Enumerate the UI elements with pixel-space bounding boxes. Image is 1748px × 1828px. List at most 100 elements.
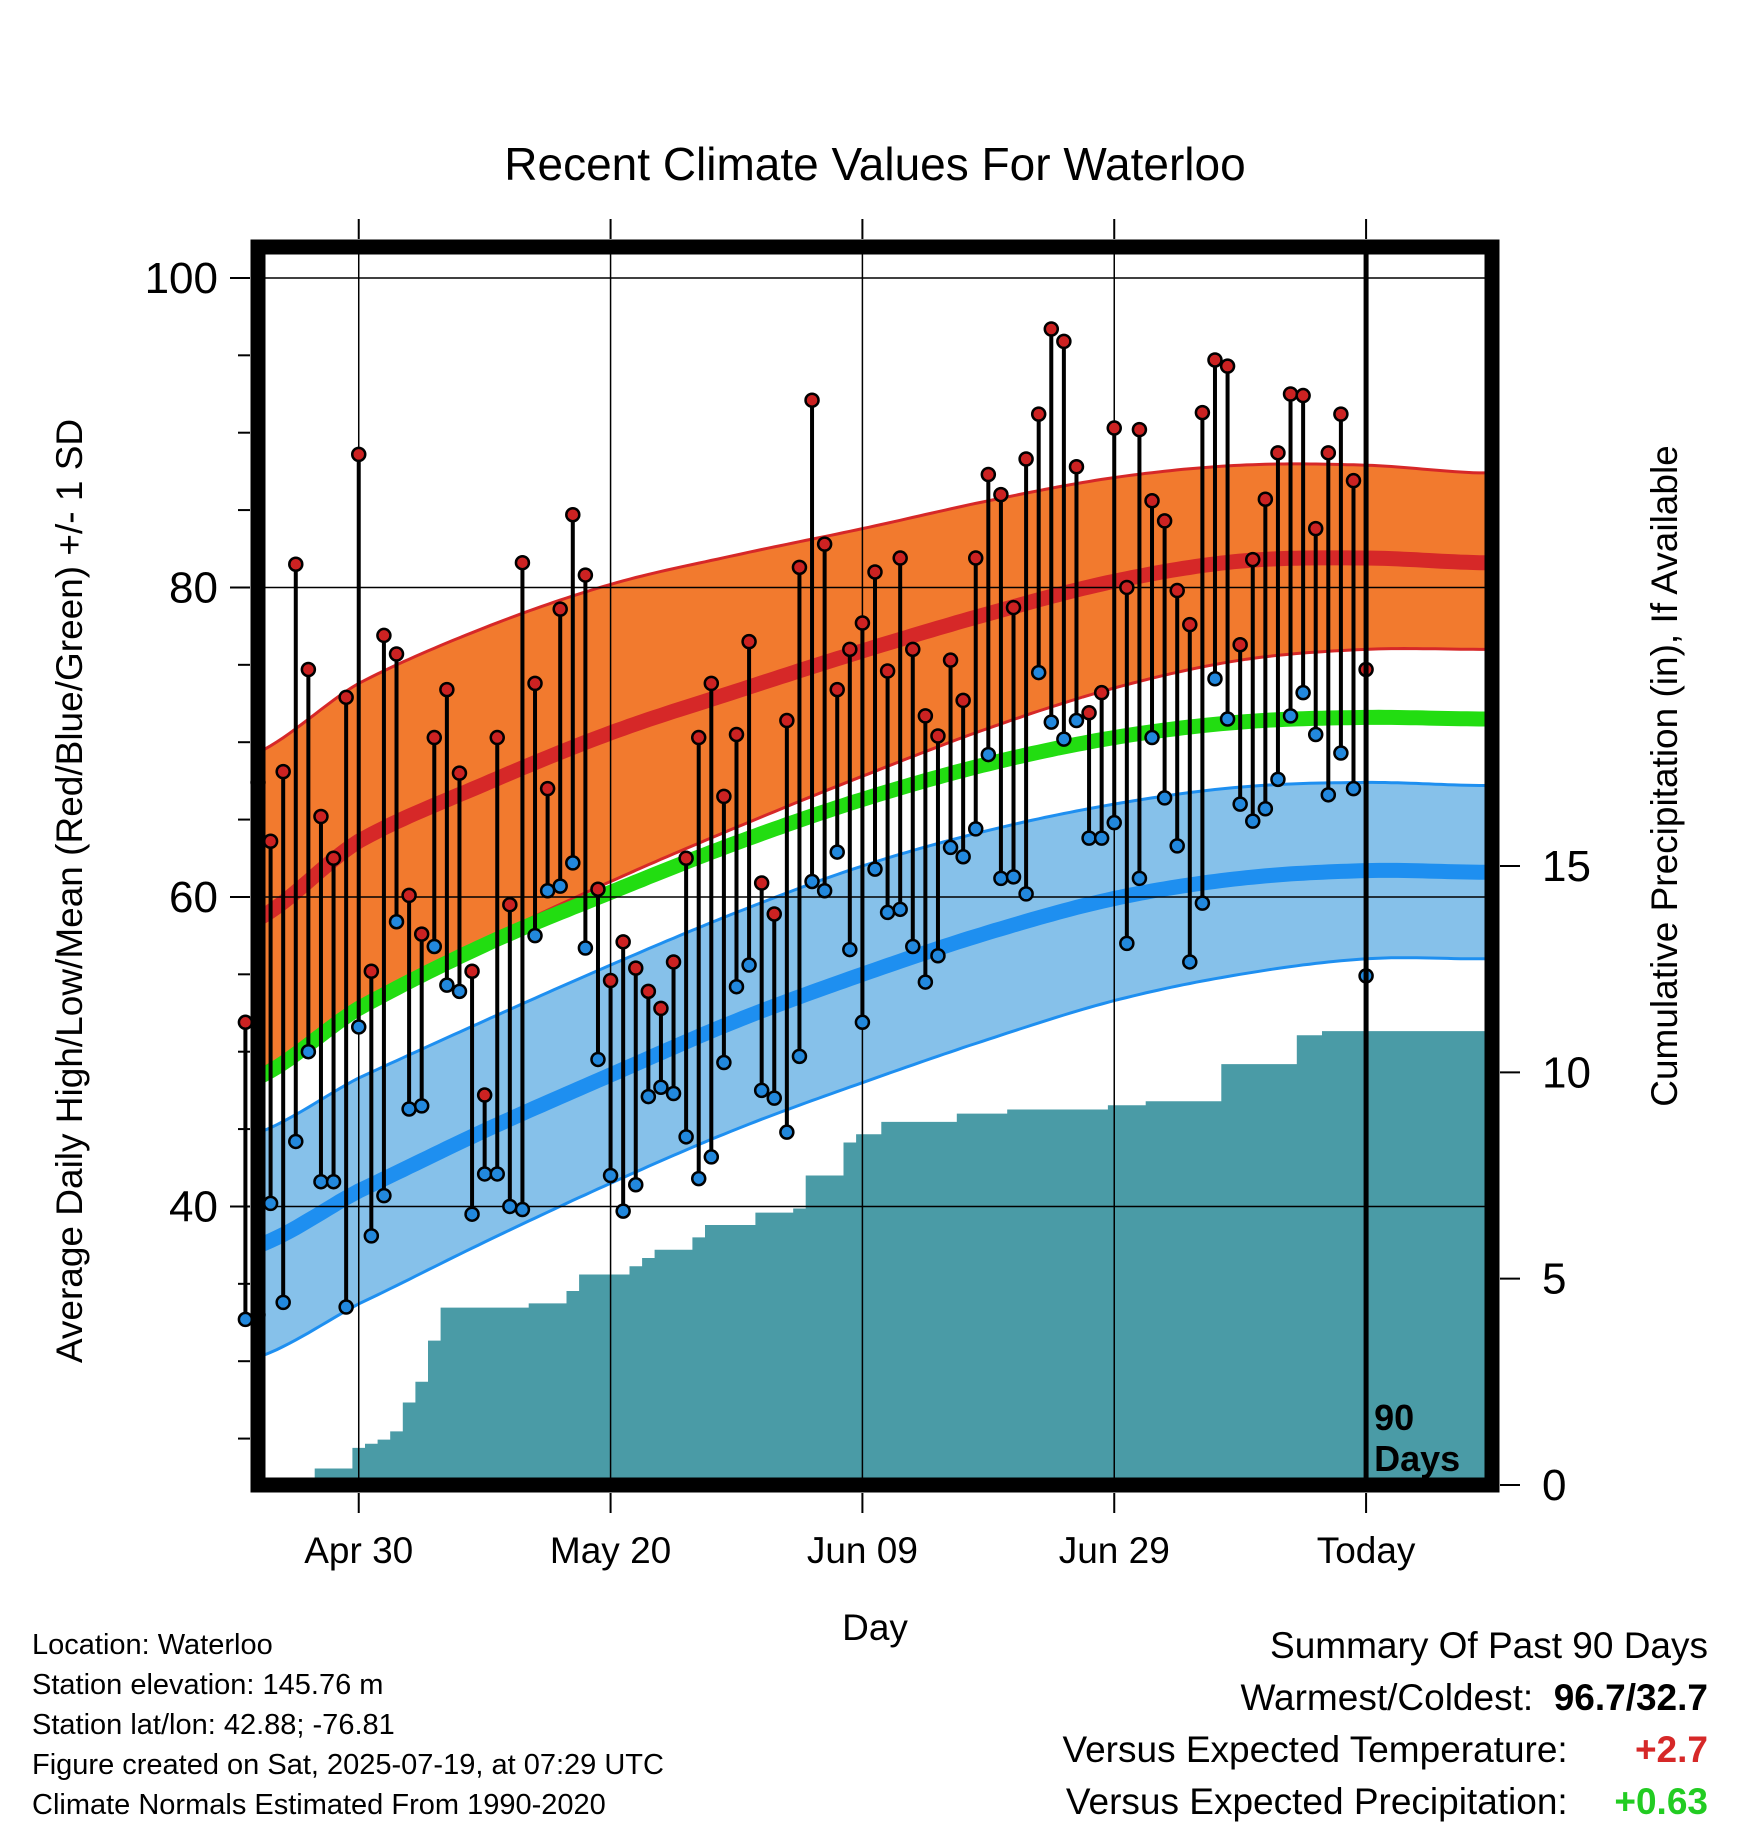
high-point [1282, 386, 1299, 402]
coldest-value: 32.7 [1635, 1677, 1708, 1718]
high-point [262, 833, 279, 849]
low-point [1106, 814, 1122, 831]
high-point [854, 615, 871, 631]
low-point [741, 957, 757, 973]
temp-label: Versus Expected Temperature: [1062, 1729, 1568, 1770]
low-point [829, 844, 845, 860]
high-point [1093, 684, 1110, 701]
low-point [439, 977, 455, 993]
high-point [1182, 616, 1198, 633]
summary-panel: Summary Of Past 90 Days Warmest/Coldest:… [1062, 1620, 1708, 1828]
high-point [539, 780, 556, 797]
low-point [527, 927, 543, 944]
low-point [1282, 708, 1299, 724]
low-point [1043, 714, 1060, 730]
high-point [816, 536, 833, 552]
high-point [867, 564, 883, 580]
low-normal-line [255, 862, 1492, 1253]
high-point [1219, 358, 1236, 374]
low-point [1093, 830, 1110, 846]
low-point [577, 940, 594, 956]
low-point [1156, 790, 1173, 806]
low-point [552, 878, 568, 894]
high-point [1207, 352, 1223, 368]
high-point [1043, 321, 1060, 337]
low-point [1333, 745, 1349, 761]
high-point [930, 728, 946, 744]
high-point [325, 850, 342, 867]
low-point [1005, 869, 1022, 885]
today-label-line2: Days [1374, 1438, 1460, 1479]
low-point [967, 821, 984, 837]
high-point [1144, 493, 1160, 509]
high-point [527, 675, 543, 692]
high-point [753, 875, 770, 891]
low-point [892, 901, 908, 918]
low-point [1295, 684, 1311, 701]
plot-frame [250, 239, 1500, 1493]
high-point [741, 633, 757, 650]
low-point [1245, 813, 1261, 829]
low-point [653, 1079, 669, 1096]
station-info: Location: Waterloo Station elevation: 14… [32, 1625, 664, 1825]
high-point [1131, 421, 1148, 438]
high-point [489, 729, 505, 746]
low-point [1169, 838, 1185, 854]
low-point [313, 1173, 329, 1190]
low-point [993, 870, 1009, 887]
high-point [980, 466, 997, 483]
low-point [1270, 771, 1286, 788]
low-point [980, 746, 997, 763]
station-elevation: Station elevation: 145.76 m [32, 1669, 384, 1701]
low-point [275, 1294, 291, 1311]
low-point [413, 1098, 430, 1114]
low-point [628, 1177, 644, 1193]
low-point [716, 1054, 732, 1071]
high-point [1295, 387, 1311, 404]
low-point [905, 938, 921, 955]
high-point [577, 567, 594, 583]
low-point [1219, 711, 1236, 727]
high-point [829, 681, 845, 698]
warmest-slash: / [1625, 1677, 1636, 1718]
high-point [514, 554, 531, 571]
high-point [1056, 333, 1072, 350]
high-point [665, 954, 682, 970]
high-point [376, 627, 392, 644]
low-point [602, 1167, 619, 1184]
low-point [338, 1299, 354, 1315]
low-point [1131, 870, 1148, 887]
y-tick-label: 40 [169, 1182, 218, 1231]
high-point [917, 708, 934, 724]
high-point [1270, 445, 1286, 461]
low-point [539, 883, 556, 899]
high-point [1232, 636, 1248, 653]
summary-heading: Summary Of Past 90 Days [1270, 1625, 1708, 1666]
low-point [363, 1228, 380, 1244]
daily-stems [243, 329, 1369, 1320]
x-tick-label: Today [1317, 1530, 1416, 1571]
y2-tick-label: 15 [1542, 842, 1591, 891]
y-axis-label: Average Daily High/Low/Mean (Red/Blue/Gr… [49, 419, 90, 1363]
high-point [413, 926, 430, 942]
low-point [590, 1051, 606, 1068]
high-point [602, 972, 619, 989]
high-point [716, 788, 732, 805]
low-point [917, 974, 934, 990]
low-point [779, 1124, 795, 1140]
high-point [942, 652, 959, 668]
low-point [1081, 830, 1097, 846]
high-point [1005, 599, 1022, 616]
low-point [703, 1149, 720, 1165]
today-marker: 90 Days [1363, 247, 1460, 1485]
low-point [489, 1166, 505, 1182]
low-point [1182, 954, 1198, 970]
low-point [1119, 935, 1135, 952]
high-point [1018, 451, 1034, 467]
precip-area [239, 1031, 1493, 1485]
low-point [930, 948, 946, 964]
low-point [816, 883, 833, 899]
station-location: Location: Waterloo [32, 1629, 273, 1661]
low-point [451, 983, 468, 1000]
low-point [325, 1173, 342, 1190]
